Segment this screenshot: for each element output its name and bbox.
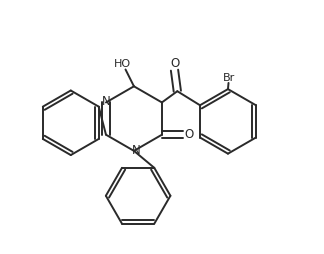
Text: N: N bbox=[102, 94, 110, 107]
Text: HO: HO bbox=[114, 59, 131, 69]
Text: O: O bbox=[170, 57, 180, 71]
Text: O: O bbox=[185, 128, 194, 141]
Text: N: N bbox=[132, 144, 141, 157]
Text: Br: Br bbox=[223, 73, 236, 84]
